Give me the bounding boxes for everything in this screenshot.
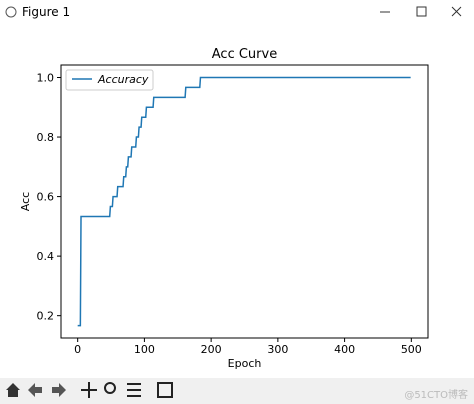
save-button[interactable] — [157, 382, 173, 398]
legend-label: Accuracy — [97, 73, 149, 86]
close-button[interactable] — [451, 6, 462, 17]
title-bar — [0, 0, 474, 26]
home-button[interactable] — [6, 383, 20, 397]
x-tick-label: 100 — [134, 343, 155, 356]
pan-button[interactable] — [81, 382, 97, 398]
window-title: Figure 1 — [22, 5, 70, 19]
y-tick-label: 0.8 — [37, 131, 55, 144]
app-icon — [5, 6, 17, 18]
x-axis-label: Epoch — [228, 357, 262, 370]
x-tick-label: 400 — [334, 343, 355, 356]
y-tick-label: 1.0 — [37, 72, 55, 85]
back-button[interactable] — [28, 383, 42, 397]
x-tick-label: 200 — [201, 343, 222, 356]
plot-area: Acc Curve 0 100 200 300 400 500 0.2 0.4 0.6 0.8 1.0… — [19, 47, 429, 370]
x-tick-label: 0 — [74, 343, 81, 356]
forward-button[interactable] — [52, 383, 66, 397]
configure-button[interactable] — [127, 383, 141, 397]
line — [77, 76, 411, 327]
toolbar — [0, 378, 474, 404]
chart-title: Acc Curve — [212, 47, 277, 62]
y-tick-label: 0.2 — [37, 310, 55, 323]
legend-box — [65, 69, 154, 91]
zoom-button[interactable] — [104, 382, 116, 394]
watermark: @51CTO博客 — [404, 388, 468, 401]
maximize-button[interactable] — [416, 6, 427, 17]
y-tick-label: 0.6 — [37, 191, 55, 204]
y-axis-label: Acc — [19, 192, 32, 211]
axes-frame — [60, 64, 429, 339]
x-tick-label: 500 — [401, 343, 422, 356]
x-tick-label: 300 — [267, 343, 288, 356]
y-tick-label: 0.4 — [37, 250, 55, 263]
